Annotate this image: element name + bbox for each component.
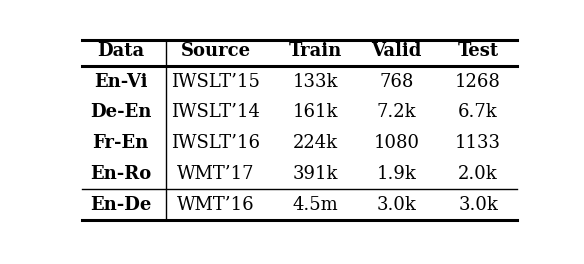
Text: 3.0k: 3.0k	[458, 196, 498, 214]
Text: Data: Data	[97, 42, 144, 60]
Text: 3.0k: 3.0k	[377, 196, 416, 214]
Text: 7.2k: 7.2k	[377, 103, 416, 121]
Text: Fr-En: Fr-En	[92, 134, 149, 152]
Text: 1.9k: 1.9k	[377, 165, 416, 183]
Text: 391k: 391k	[293, 165, 338, 183]
Text: 133k: 133k	[293, 73, 338, 91]
Text: 768: 768	[380, 73, 414, 91]
Text: IWSLT’16: IWSLT’16	[171, 134, 260, 152]
Text: WMT’16: WMT’16	[177, 196, 255, 214]
Text: 1268: 1268	[455, 73, 501, 91]
Text: En-Vi: En-Vi	[94, 73, 147, 91]
Text: 2.0k: 2.0k	[458, 165, 498, 183]
Text: WMT’17: WMT’17	[177, 165, 254, 183]
Text: Train: Train	[288, 42, 342, 60]
Text: De-En: De-En	[90, 103, 151, 121]
Text: 161k: 161k	[293, 103, 338, 121]
Text: 4.5m: 4.5m	[292, 196, 338, 214]
Text: Valid: Valid	[371, 42, 422, 60]
Text: IWSLT’14: IWSLT’14	[171, 103, 260, 121]
Text: Source: Source	[180, 42, 251, 60]
Text: 224k: 224k	[293, 134, 338, 152]
Text: En-De: En-De	[90, 196, 151, 214]
Text: Test: Test	[457, 42, 499, 60]
Text: 1133: 1133	[455, 134, 501, 152]
Text: IWSLT’15: IWSLT’15	[171, 73, 260, 91]
Text: 1080: 1080	[374, 134, 420, 152]
Text: En-Ro: En-Ro	[90, 165, 151, 183]
Text: 6.7k: 6.7k	[458, 103, 498, 121]
